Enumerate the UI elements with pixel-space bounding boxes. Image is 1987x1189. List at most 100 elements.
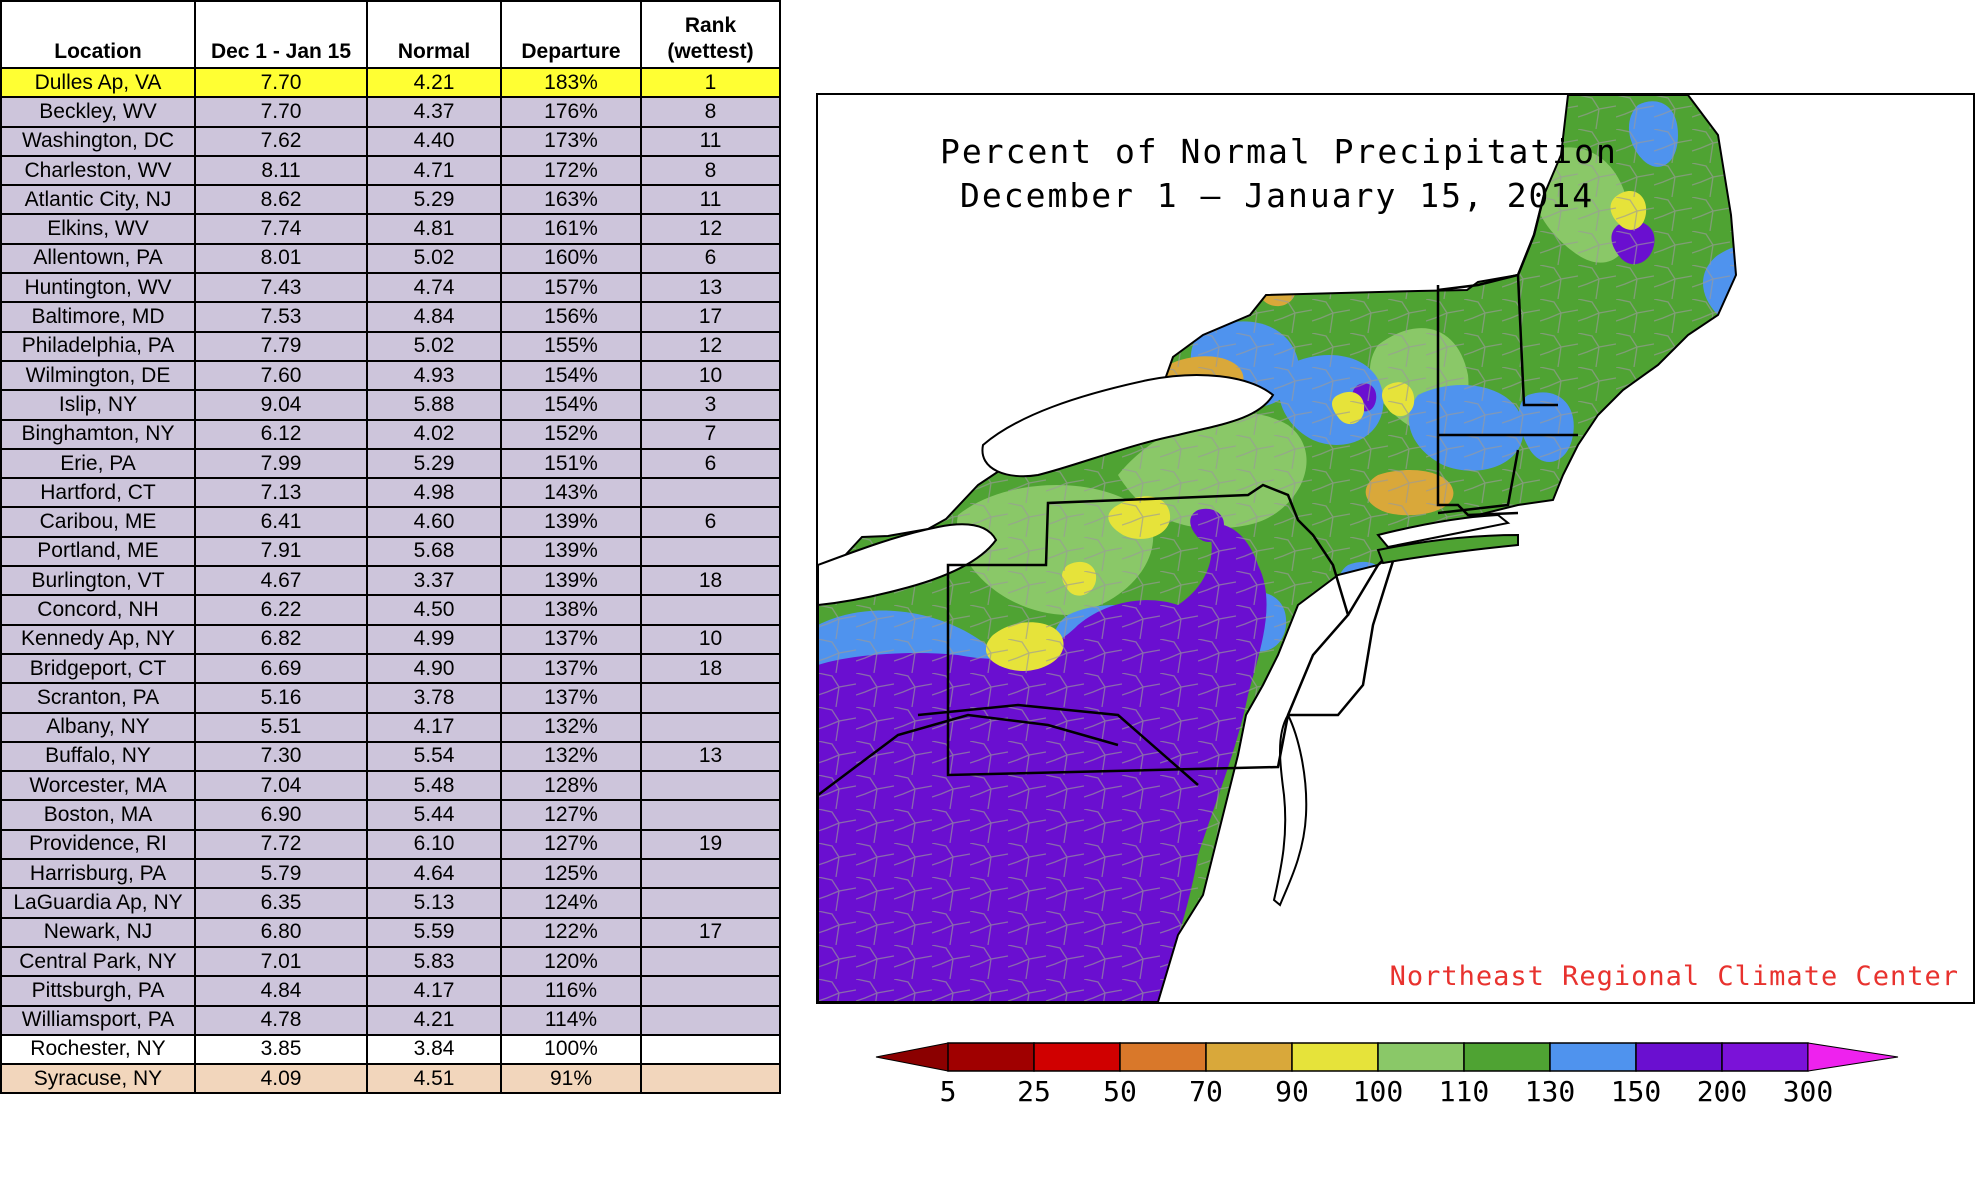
- cell-rank: 12: [640, 330, 781, 362]
- cell-location: Beckley, WV: [0, 96, 196, 128]
- table-row: Concord, NH 6.22 4.50 138%: [0, 594, 781, 626]
- cell-normal: 5.02: [366, 242, 502, 275]
- legend-label: 5: [940, 1075, 957, 1108]
- cell-location: Erie, PA: [0, 447, 196, 480]
- cell-rank: 10: [640, 359, 781, 392]
- table-body: Dulles Ap, VA 7.70 4.21 183% 1 Beckley, WV 7.7…: [0, 66, 781, 1095]
- boundary-wv: [818, 713, 1119, 796]
- table-row: Charleston, WV 8.11 4.71 172% 8: [0, 154, 781, 187]
- cell-departure: 157%: [500, 272, 642, 304]
- cell-normal: 4.71: [366, 154, 502, 187]
- cell-period: 6.82: [194, 623, 368, 655]
- cell-departure: 154%: [500, 389, 642, 421]
- header-location: Location: [0, 0, 196, 69]
- cell-departure: 155%: [500, 330, 642, 362]
- legend-bin: [1721, 1042, 1809, 1072]
- table-row: Islip, NY 9.04 5.88 154% 3: [0, 389, 781, 421]
- cell-normal: 3.78: [366, 682, 502, 714]
- cell-period: 6.69: [194, 652, 368, 685]
- cell-location: Newark, NJ: [0, 916, 196, 948]
- cell-period: 5.16: [194, 682, 368, 714]
- cell-rank: [640, 682, 781, 714]
- table-row: Elkins, WV 7.74 4.81 161% 12: [0, 213, 781, 245]
- header-rank-line1: Rank: [684, 14, 737, 37]
- cell-period: 7.30: [194, 740, 368, 773]
- cell-rank: 3: [640, 389, 781, 421]
- legend-labels: 5 25 50 70 90 100 110 130 150 200 300: [940, 1075, 1834, 1108]
- cell-normal: 4.02: [366, 418, 502, 450]
- cell-location: Atlantic City, NJ: [0, 184, 196, 216]
- cell-period: 6.12: [194, 418, 368, 450]
- cell-rank: 6: [640, 242, 781, 275]
- cell-rank: 13: [640, 272, 781, 304]
- header-normal: Normal: [366, 0, 502, 69]
- table-row: Huntington, WV 7.43 4.74 157% 13: [0, 272, 781, 304]
- cell-normal: 5.88: [366, 389, 502, 421]
- legend-bin: [1291, 1042, 1379, 1072]
- table-row: Binghamton, NY 6.12 4.02 152% 7: [0, 418, 781, 450]
- table-row: Central Park, NY 7.01 5.83 120%: [0, 945, 781, 978]
- table-row: Harrisburg, PA 5.79 4.64 125%: [0, 858, 781, 890]
- cell-departure: 137%: [500, 682, 642, 714]
- cell-normal: 4.81: [366, 213, 502, 245]
- long-island-sound: [1376, 513, 1511, 549]
- cell-normal: 5.48: [366, 770, 502, 802]
- cell-period: 4.84: [194, 975, 368, 1007]
- cell-departure: 128%: [500, 770, 642, 802]
- cell-departure: 152%: [500, 418, 642, 450]
- cell-location: Central Park, NY: [0, 945, 196, 978]
- boundary-ct-ri: [1437, 449, 1520, 515]
- cell-rank: [640, 770, 781, 802]
- cell-departure: 139%: [500, 565, 642, 597]
- legend-label: 300: [1783, 1075, 1834, 1108]
- table-row: Kennedy Ap, NY 6.82 4.99 137% 10: [0, 623, 781, 655]
- table-row: Scranton, PA 5.16 3.78 137%: [0, 682, 781, 714]
- cell-rank: 10: [640, 623, 781, 655]
- cell-normal: 4.21: [366, 1004, 502, 1036]
- cell-rank: [640, 477, 781, 509]
- cell-location: Binghamton, NY: [0, 418, 196, 450]
- table-row: Atlantic City, NJ 8.62 5.29 163% 11: [0, 184, 781, 216]
- table-row: Newark, NJ 6.80 5.59 122% 17: [0, 916, 781, 948]
- table-row: Albany, NY 5.51 4.17 132%: [0, 711, 781, 743]
- cell-period: 3.85: [194, 1033, 368, 1066]
- table-row: Allentown, PA 8.01 5.02 160% 6: [0, 242, 781, 275]
- cell-period: 4.78: [194, 1004, 368, 1036]
- cell-normal: 4.90: [366, 652, 502, 685]
- cell-rank: [640, 887, 781, 919]
- cell-rank: 7: [640, 418, 781, 450]
- cell-rank: 6: [640, 447, 781, 480]
- cell-departure: 160%: [500, 242, 642, 275]
- cell-location: Worcester, MA: [0, 770, 196, 802]
- table-row: Dulles Ap, VA 7.70 4.21 183% 1: [0, 66, 781, 99]
- cell-normal: 6.10: [366, 828, 502, 861]
- cell-location: Huntington, WV: [0, 272, 196, 304]
- cell-period: 8.62: [194, 184, 368, 216]
- cell-normal: 4.17: [366, 975, 502, 1007]
- table-row: Wilmington, DE 7.60 4.93 154% 10: [0, 359, 781, 392]
- header-rank-line2: (wettest): [667, 40, 754, 63]
- cell-normal: 4.93: [366, 359, 502, 392]
- cell-period: 7.43: [194, 272, 368, 304]
- table-row: Worcester, MA 7.04 5.48 128%: [0, 770, 781, 802]
- cell-normal: 5.68: [366, 535, 502, 568]
- cell-normal: 5.13: [366, 887, 502, 919]
- chesapeake-bay: [1272, 712, 1308, 907]
- boundary-md-va: [917, 703, 1199, 786]
- cell-location: Concord, NH: [0, 594, 196, 626]
- cell-normal: 4.21: [366, 66, 502, 99]
- cell-period: 7.01: [194, 945, 368, 978]
- cell-location: Hartford, CT: [0, 477, 196, 509]
- cell-rank: 13: [640, 740, 781, 773]
- state-boundaries: [818, 194, 1578, 796]
- map-title-line2: December 1 — January 15, 2014: [960, 176, 1595, 215]
- cell-period: 6.22: [194, 594, 368, 626]
- cell-period: 8.01: [194, 242, 368, 275]
- table-row: Providence, RI 7.72 6.10 127% 19: [0, 828, 781, 861]
- cell-normal: 4.17: [366, 711, 502, 743]
- cell-rank: [640, 1033, 781, 1066]
- table-row: Erie, PA 7.99 5.29 151% 6: [0, 447, 781, 480]
- cell-location: Elkins, WV: [0, 213, 196, 245]
- cell-departure: 161%: [500, 213, 642, 245]
- cell-normal: 4.98: [366, 477, 502, 509]
